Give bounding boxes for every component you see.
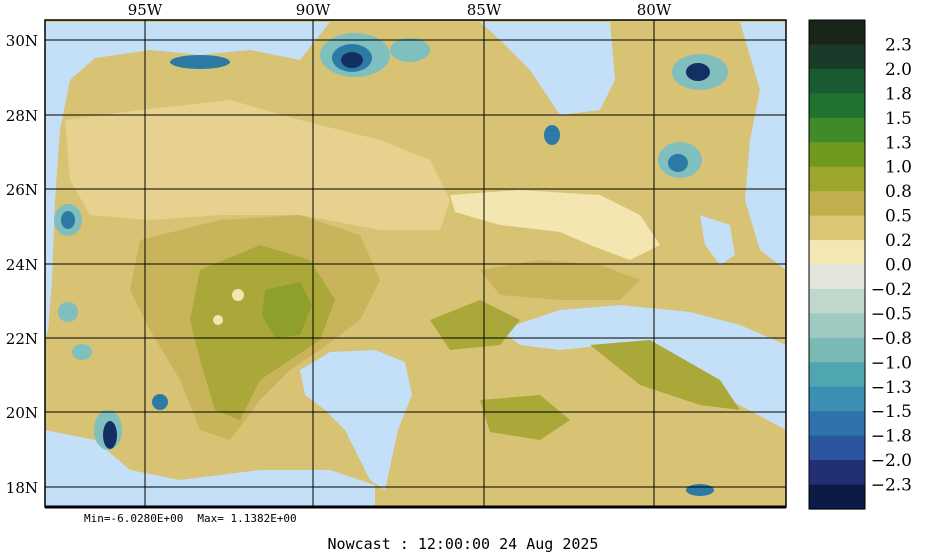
blob-big-bend: [544, 125, 560, 145]
colorbar-swatch: [809, 20, 865, 46]
blob-blue-florida-s: [668, 154, 688, 172]
lon-label-90w: 90W: [296, 1, 331, 19]
colorbar-label: 0.2: [885, 231, 912, 251]
blob-north-coast: [170, 55, 230, 69]
water-campeche: [300, 350, 412, 490]
lat-label-26n: 26N: [6, 181, 38, 199]
water-pacific: [45, 430, 375, 507]
water-cuba-channel: [500, 305, 786, 430]
colorbar-label: 0.0: [885, 256, 912, 276]
colorbar-swatch: [809, 166, 865, 192]
colorbar-swatch: [809, 264, 865, 290]
colorbar-label: −1.0: [871, 353, 912, 373]
colorbar-swatch: [809, 288, 865, 314]
colorbar-labels: 2.3 2.0 1.8 1.5 1.3 1.0 0.8 0.5 0.2 0.0 −0.2 −0.5 −0…: [871, 35, 912, 495]
colorbar-swatch: [809, 142, 865, 168]
colorbar-swatch: [809, 411, 865, 437]
colorbar-frame: [808, 19, 866, 510]
blob-blue-texas: [61, 211, 75, 229]
map-panel: [44, 19, 787, 509]
graticule: [45, 20, 786, 507]
lat-label-22n: 22N: [6, 330, 38, 348]
shade-mid-east: [480, 260, 640, 300]
blob-pale-west: [232, 289, 244, 301]
colorbar-swatch: [809, 117, 865, 143]
colorbar-label: −1.8: [871, 427, 912, 447]
colorbar-swatches: [809, 20, 865, 510]
colorbar-swatch: [809, 44, 865, 70]
lat-label-30n: 30N: [6, 32, 38, 50]
blob-south-east: [686, 484, 714, 496]
lon-labels: 95W 90W 85W 80W: [128, 1, 672, 19]
colorbar-swatch: [809, 240, 865, 266]
blob-teal-veracruz: [72, 344, 92, 360]
lat-label-28n: 28N: [6, 107, 38, 125]
stats-min: Min=-6.0280E+00: [84, 512, 184, 525]
stats-max: Max= 1.1382E+00: [197, 512, 297, 525]
colorbar-label: −2.3: [871, 476, 912, 496]
colorbar-swatch: [809, 93, 865, 119]
colorbar-label: 1.0: [885, 158, 912, 178]
shade-pale-central: [450, 190, 660, 260]
shade-olive-south: [480, 395, 570, 440]
lon-label-85w: 85W: [467, 1, 502, 19]
lat-label-20n: 20N: [6, 404, 38, 422]
lon-label-95w: 95W: [128, 1, 163, 19]
colorbar-label: −0.8: [871, 329, 912, 349]
colorbar-label: 0.5: [885, 207, 912, 227]
colorbar-swatch: [809, 215, 865, 241]
colorbar-label: 1.8: [885, 84, 912, 104]
colorbar-label: 1.3: [885, 133, 912, 153]
colorbar-label: 2.3: [885, 35, 912, 55]
water-big-bend: [480, 22, 615, 115]
colorbar-label: −1.5: [871, 402, 912, 422]
colorbar-swatch: [809, 386, 865, 412]
blob-deep-florida-n: [686, 63, 710, 81]
shading: [65, 100, 786, 507]
blob-teal-tamaulipas: [58, 302, 78, 322]
blob-teal-ne: [390, 38, 430, 62]
shade-olive-cuba: [590, 340, 740, 410]
water-north-coast: [150, 22, 330, 60]
colorbar-swatch: [809, 362, 865, 388]
blob-deep-delta: [341, 52, 363, 68]
stats-line: Min=-6.0280E+00 Max= 1.1382E+00: [84, 512, 311, 525]
anomaly-blobs: [54, 33, 728, 496]
colorbar-swatch: [809, 337, 865, 363]
blob-pale-west-2: [213, 315, 223, 325]
water-areas: [45, 22, 786, 507]
colorbar-swatch: [809, 313, 865, 339]
shade-green-core: [262, 282, 312, 338]
colorbar-swatch: [809, 460, 865, 486]
colorbar-label: 1.5: [885, 109, 912, 129]
colorbar-swatch: [809, 191, 865, 217]
colorbar-label: −0.5: [871, 304, 912, 324]
colorbar-label: −2.0: [871, 451, 912, 471]
colorbar-label: −0.2: [871, 280, 912, 300]
colorbar-label: 2.0: [885, 60, 912, 80]
nowcast-title: Nowcast : 12:00:00 24 Aug 2025: [327, 535, 599, 553]
lat-labels: 30N 28N 26N 24N 22N 20N 18N: [6, 32, 38, 497]
water-atlantic: [740, 22, 786, 270]
colorbar-swatch: [809, 484, 865, 510]
lat-label-18n: 18N: [6, 479, 38, 497]
colorbar-label: −1.3: [871, 378, 912, 398]
lat-label-24n: 24N: [6, 256, 38, 274]
water-bahamas: [700, 215, 735, 265]
water-west-coast: [45, 22, 150, 340]
colorbar-swatch: [809, 435, 865, 461]
lon-label-80w: 80W: [637, 1, 672, 19]
colorbar: 2.3 2.0 1.8 1.5 1.3 1.0 0.8 0.5 0.2 0.0 −0.2 −0.5 −0…: [808, 19, 912, 510]
blob-deep-pacific: [103, 421, 117, 449]
blob-small-west: [152, 394, 168, 410]
colorbar-label: 0.8: [885, 182, 912, 202]
shade-light-north: [65, 100, 450, 230]
colorbar-swatch: [809, 68, 865, 94]
